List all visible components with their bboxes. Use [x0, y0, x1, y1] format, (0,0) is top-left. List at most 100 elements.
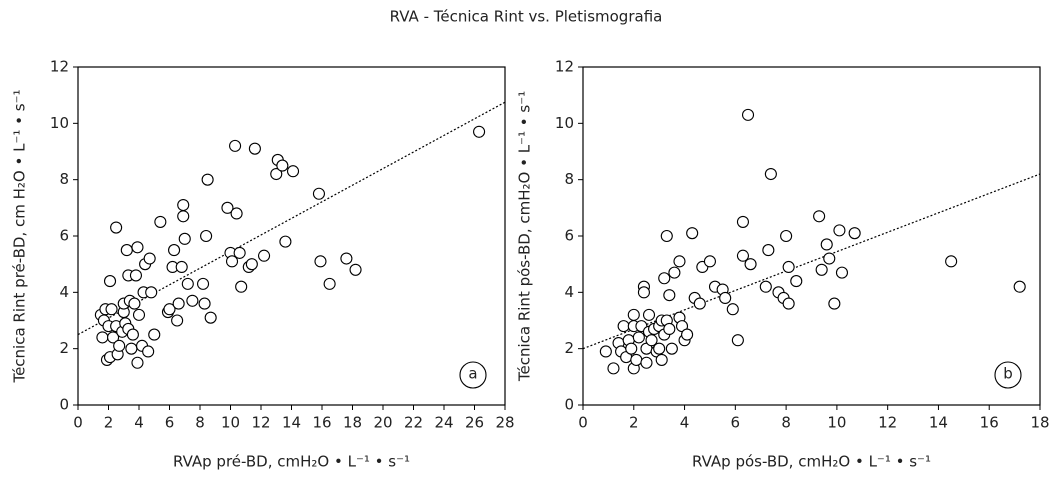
scatter-point: [815, 263, 828, 276]
scatter-point: [131, 241, 144, 254]
scatter-point: [599, 345, 612, 358]
scatter-point: [736, 249, 750, 262]
scatter-point: [314, 255, 327, 268]
scatter-point: [126, 328, 139, 341]
scatter-point: [813, 210, 826, 223]
scatter-point: [945, 255, 958, 268]
x-tick-label: 18: [1030, 414, 1049, 432]
annotation: b: [1003, 365, 1013, 383]
scatter-point: [245, 258, 258, 271]
scatter-point: [848, 227, 861, 240]
scatter-point: [128, 297, 141, 310]
y-tick-label: 0: [59, 396, 69, 414]
annotation-circle: [459, 361, 487, 389]
scatter-point: [171, 314, 184, 327]
trend-line: [582, 173, 1041, 350]
scatter-point: [833, 224, 846, 237]
scatter-point: [175, 260, 188, 274]
scatter-point: [113, 339, 126, 352]
scatter-point: [663, 322, 676, 336]
scatter-point: [107, 331, 120, 344]
scatter-point: [731, 334, 744, 347]
scatter-point: [658, 272, 671, 285]
figure-title: RVA - Técnica Rint vs. Pletismografia: [390, 8, 663, 26]
scatter-point: [172, 297, 185, 310]
scatter-point: [178, 232, 191, 245]
x-tick-label: 10: [827, 414, 846, 432]
scatter-point: [759, 280, 772, 293]
scatter-point: [627, 308, 640, 321]
scatter-point: [820, 238, 833, 251]
scatter-point: [660, 229, 673, 243]
scatter-point: [617, 320, 630, 333]
x-tick-label: 24: [434, 414, 453, 432]
scatter-point: [105, 303, 118, 316]
scatter-point: [154, 215, 167, 228]
plot-frame: [77, 66, 506, 406]
scatter-point: [145, 286, 158, 299]
scatter-point: [198, 297, 211, 310]
x-tick-label: 12: [251, 414, 270, 432]
scatter-point: [607, 362, 620, 375]
scatter-point: [204, 311, 217, 324]
y-axis-label: Técnica Rint pré-BD, cm H₂O • L⁻¹ • s⁻¹: [11, 89, 29, 383]
y-tick-label: 4: [564, 283, 574, 301]
scatter-point: [673, 255, 686, 268]
scatter-point: [257, 249, 271, 262]
scatter-point: [132, 308, 146, 321]
scatter-point: [177, 198, 190, 212]
scatter-point: [665, 342, 678, 355]
scatter-point: [143, 252, 156, 265]
scatter-point: [625, 342, 638, 355]
x-tick-label: 8: [781, 414, 791, 432]
scatter-point: [726, 303, 739, 316]
y-tick-label: 8: [59, 170, 69, 188]
x-axis-label: RVAp pré-BD, cmH₂O • L⁻¹ • s⁻¹: [173, 453, 410, 471]
scatter-point: [668, 266, 681, 279]
scatter-point: [764, 167, 777, 181]
y-axis-label: Técnica Rint pós-BD, cmH₂O • L⁻¹ • s⁻¹: [516, 91, 534, 382]
x-tick-label: 8: [195, 414, 205, 432]
scatter-point: [823, 252, 836, 265]
scatter-point: [744, 258, 757, 271]
x-tick-label: 26: [465, 414, 484, 432]
scatter-point: [637, 286, 650, 299]
y-tick-label: 12: [555, 58, 574, 76]
y-tick-label: 8: [564, 170, 574, 188]
scatter-point: [323, 277, 336, 290]
scatter-point: [142, 345, 155, 358]
scatter-point: [653, 342, 666, 355]
scatter-point: [279, 235, 292, 248]
scatter-point: [703, 255, 716, 268]
x-tick-label: 2: [104, 414, 114, 432]
x-tick-label: 0: [73, 414, 83, 432]
y-tick-label: 4: [59, 283, 69, 301]
scatter-point: [828, 297, 841, 310]
x-axis-label: RVAp pós-BD, cmH₂O • L⁻¹ • s⁻¹: [692, 453, 931, 471]
scatter-point: [681, 328, 694, 341]
scatter-point: [177, 210, 190, 223]
scatter-point: [131, 356, 144, 369]
y-tick-label: 2: [59, 339, 69, 357]
scatter-point: [96, 331, 109, 344]
scatter-point: [642, 308, 656, 321]
x-tick-label: 28: [495, 414, 514, 432]
scatter-point: [693, 297, 706, 310]
scatter-point: [200, 229, 213, 243]
scatter-point: [655, 353, 668, 366]
x-tick-label: 0: [578, 414, 588, 432]
scatter-point: [181, 277, 194, 290]
scatter-point: [120, 244, 133, 257]
scatter-point: [286, 165, 300, 178]
x-tick-label: 6: [165, 414, 175, 432]
scatter-point: [163, 303, 176, 316]
scatter-point: [835, 266, 849, 279]
scatter-point: [1013, 280, 1026, 293]
scatter-point: [630, 353, 643, 366]
x-tick-label: 12: [878, 414, 897, 432]
scatter-point: [719, 291, 732, 305]
scatter-point: [790, 275, 803, 288]
x-tick-label: 18: [343, 414, 362, 432]
scatter-point: [103, 275, 117, 288]
